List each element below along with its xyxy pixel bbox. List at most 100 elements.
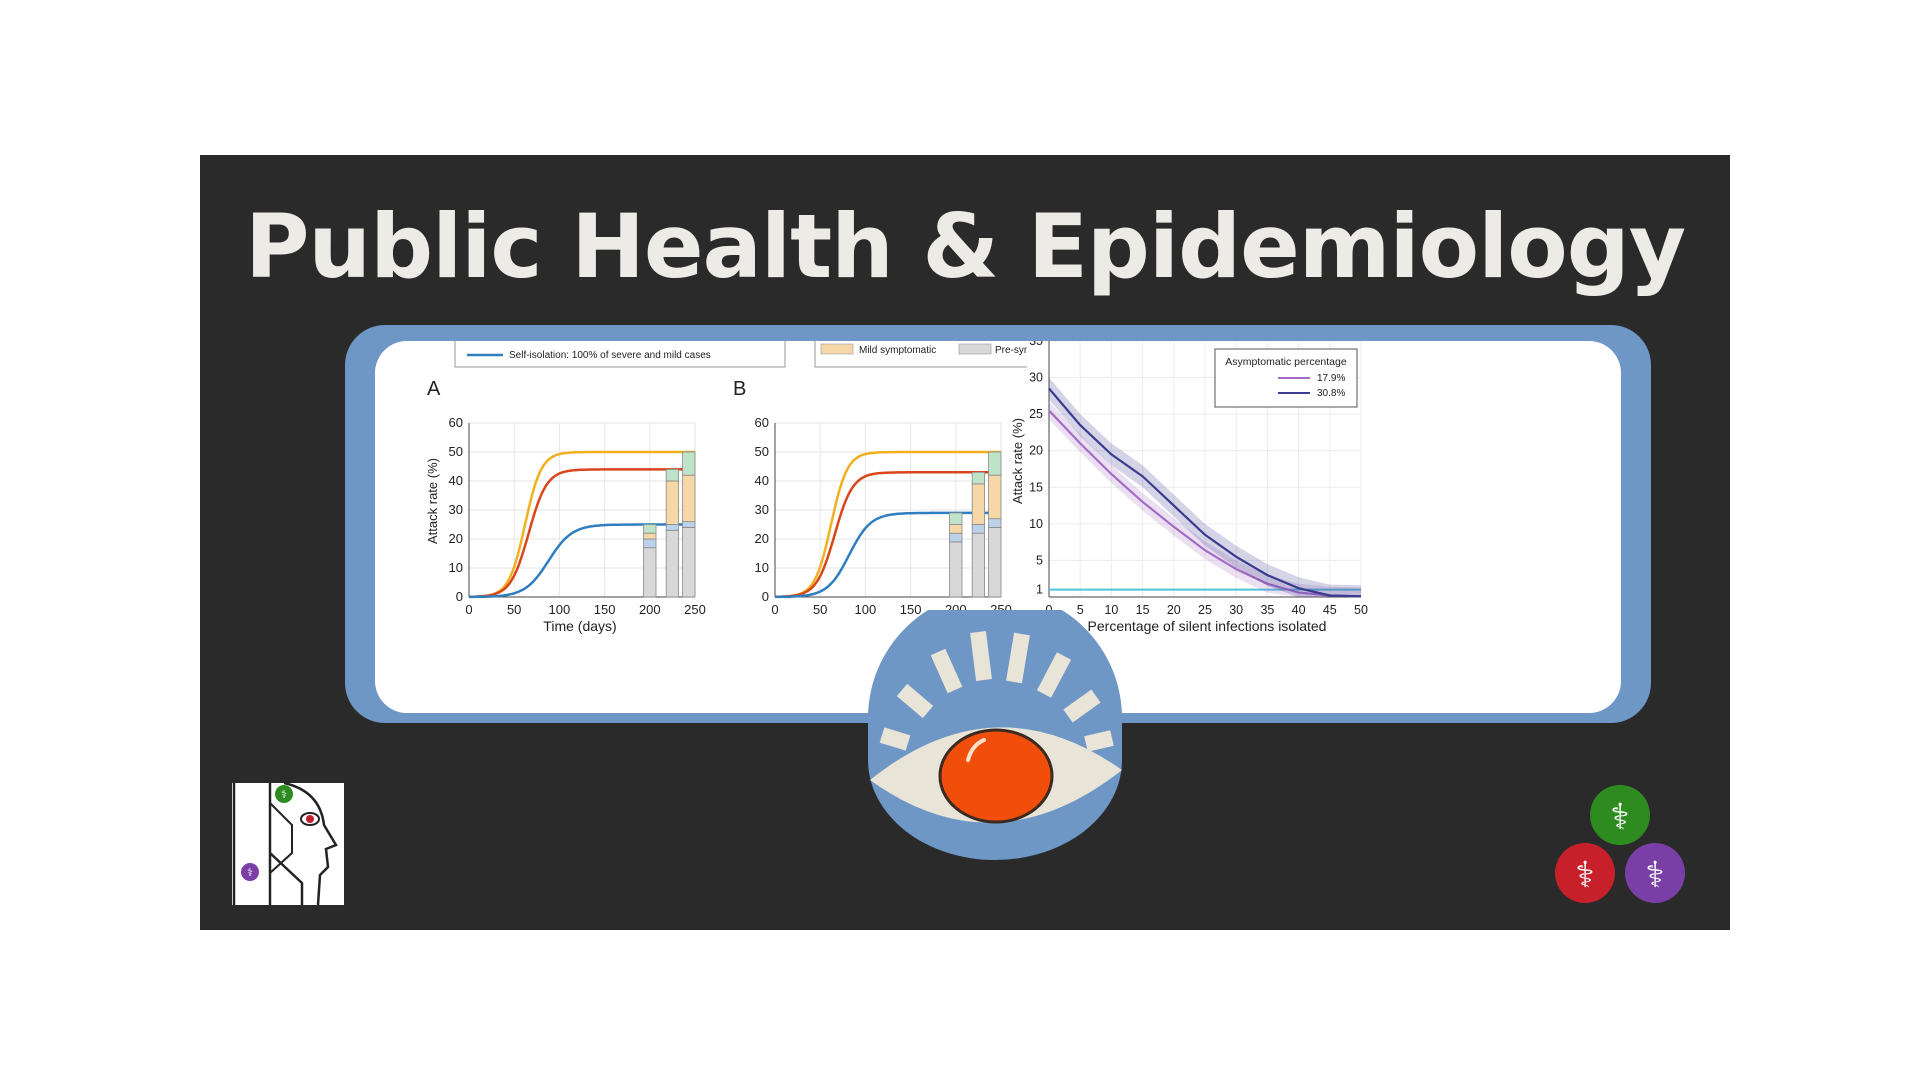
chart-a-x-tick: 200 — [639, 602, 661, 617]
panel-label-b: B — [733, 378, 746, 400]
chart-a-series-line-2 — [469, 523, 695, 599]
chart-c-x-tick: 15 — [1136, 603, 1150, 617]
chart-a-bar-1-seg-1 — [665, 524, 680, 531]
chart-c-xlabel: Percentage of silent infections isolated — [1088, 618, 1327, 634]
eye-logo-icon — [868, 610, 1122, 860]
chart-a-x-tick: 250 — [684, 602, 706, 617]
figure-panel: Self-isolation: 100% of severe and mild … — [375, 341, 1621, 713]
chart-a-y-tick: 60 — [449, 415, 463, 430]
chart-c-x-tick: 20 — [1167, 603, 1181, 617]
chart-c-y-tick: 10 — [1029, 517, 1043, 531]
chart-a-x-tick: 50 — [507, 602, 521, 617]
chart-c-band-0 — [1049, 401, 1361, 597]
chart-c-series-line-0 — [1048, 409, 1362, 598]
chart-a-x-tick: 100 — [549, 602, 571, 617]
chart-c-x-tick: 40 — [1292, 603, 1306, 617]
chart-c-x-tick: 10 — [1104, 603, 1118, 617]
chart-c-x-tick: 35 — [1260, 603, 1274, 617]
chart-a-bar-2-seg-3 — [682, 451, 696, 476]
chart-a-bar-2-seg-0 — [682, 526, 696, 598]
chart-a-bar-1-seg-0 — [665, 529, 680, 598]
chart-c-y-tick: 5 — [1036, 553, 1043, 567]
svg-text:⚕: ⚕ — [247, 867, 253, 879]
chart-a-bar-2-seg-2 — [682, 474, 696, 522]
chart-b-bar-0-seg-1 — [949, 532, 963, 543]
chart-c-y-tick: 25 — [1029, 407, 1043, 421]
chart-b-x-tick: 50 — [813, 602, 827, 617]
chart-a: 0 50 100 150 200 250 0 10 20 30 40 50 60 — [449, 415, 706, 617]
chart-b-bar-0-seg-2 — [949, 524, 963, 534]
chart-c-series-line-1 — [1048, 387, 1362, 598]
legend-c-item-2: 30.8% — [1317, 388, 1345, 399]
chart-a-bar-1-seg-3 — [665, 468, 680, 482]
chart-a-y-tick: 0 — [456, 589, 463, 604]
chart-b-y-tick: 10 — [755, 560, 769, 575]
svg-text:⚕: ⚕ — [281, 789, 287, 801]
chart-a-series-line-1 — [469, 468, 695, 599]
chart-c-x-tick: 30 — [1229, 603, 1243, 617]
chart-b-y-tick: 0 — [762, 589, 769, 604]
legend-swatch-mild — [820, 343, 854, 355]
chart-c-y-tick: 30 — [1029, 371, 1043, 385]
chart-a-y-tick: 30 — [449, 502, 463, 517]
chart-b-series-line-2 — [775, 511, 1001, 599]
chart-b-y-tick: 40 — [755, 473, 769, 488]
chart-a-series-line-0 — [468, 450, 695, 599]
chart-b-bar-2-seg-0 — [988, 526, 1002, 598]
chart-c-ylabel: Attack rate (%) — [1010, 418, 1025, 504]
chart-c-y-tick: 1 — [1036, 583, 1043, 597]
chart-b-bar-1-seg-0 — [971, 532, 986, 598]
chart-a-xlabel: Time (days) — [543, 618, 616, 634]
chart-a-y-tick: 50 — [449, 444, 463, 459]
figure-frame: Self-isolation: 100% of severe and mild … — [345, 325, 1651, 723]
chart-a-y-tick: 10 — [449, 560, 463, 575]
chart-a-x-tick: 0 — [465, 602, 472, 617]
head-profile-logo-icon: ⚕ ⚕ — [232, 783, 344, 905]
chart-b-y-tick: 60 — [755, 415, 769, 430]
chart-a-bar-2-seg-1 — [682, 521, 696, 528]
svg-text:⚕: ⚕ — [1645, 854, 1664, 895]
chart-a-bar-0-seg-0 — [643, 547, 657, 598]
three-caduceus-logo-icon: ⚕ ⚕ ⚕ — [1555, 785, 1685, 903]
chart-b-bar-1-seg-2 — [971, 483, 986, 525]
chart-b-bar-2-seg-2 — [988, 474, 1002, 520]
chart-a-y-tick: 40 — [449, 473, 463, 488]
chart-a-bar-1-seg-2 — [665, 480, 680, 525]
chart-b-bar-0-seg-3 — [949, 512, 963, 525]
panel-label-a: A — [427, 378, 441, 400]
chart-b-series-line-1 — [775, 471, 1001, 599]
chart-b-y-tick: 30 — [755, 502, 769, 517]
chart-a-bar-0-seg-3 — [643, 524, 657, 534]
chart-c-y-tick: 15 — [1029, 480, 1043, 494]
banner-card: Public Health & Epidemiology Self-isolat… — [200, 155, 1730, 930]
chart-b-y-tick: 20 — [755, 531, 769, 546]
chart-a-bar-0-seg-1 — [643, 538, 657, 549]
chart-b-x-tick: 0 — [771, 602, 778, 617]
chart-b-y-tick: 50 — [755, 444, 769, 459]
figure-image: Self-isolation: 100% of severe and mild … — [425, 341, 1368, 634]
chart-b-series-line-0 — [774, 450, 1001, 599]
svg-text:⚕: ⚕ — [1575, 854, 1594, 895]
legend-c-item-1: 17.9% — [1317, 373, 1345, 384]
legend-text-mild: Mild symptomatic — [859, 345, 936, 356]
chart-b-bar-1-seg-3 — [971, 471, 986, 485]
legend-box-a — [454, 341, 786, 368]
chart-b-x-tick: 150 — [900, 602, 922, 617]
svg-text:⚕: ⚕ — [1610, 796, 1629, 837]
chart-b-bar-2-seg-3 — [988, 451, 1002, 476]
chart-b-bar-2-seg-1 — [988, 518, 1002, 528]
page-title: Public Health & Epidemiology — [244, 195, 1686, 298]
chart-b-bar-0-seg-0 — [949, 541, 963, 598]
chart-c-x-tick: 5 — [1077, 603, 1084, 617]
chart-a-bar-0-seg-2 — [643, 532, 657, 540]
legend-swatch-presym — [958, 343, 992, 355]
legend-c-title: Asymptomatic percentage — [1225, 356, 1347, 368]
chart-a-ylabel: Attack rate (%) — [425, 458, 440, 544]
chart-c-x-tick: 45 — [1323, 603, 1337, 617]
chart-a-x-tick: 150 — [594, 602, 616, 617]
chart-c-x-tick: 50 — [1354, 603, 1368, 617]
chart-b-bar-1-seg-1 — [971, 524, 986, 534]
chart-c-x-tick: 25 — [1198, 603, 1212, 617]
chart-a-y-tick: 20 — [449, 531, 463, 546]
